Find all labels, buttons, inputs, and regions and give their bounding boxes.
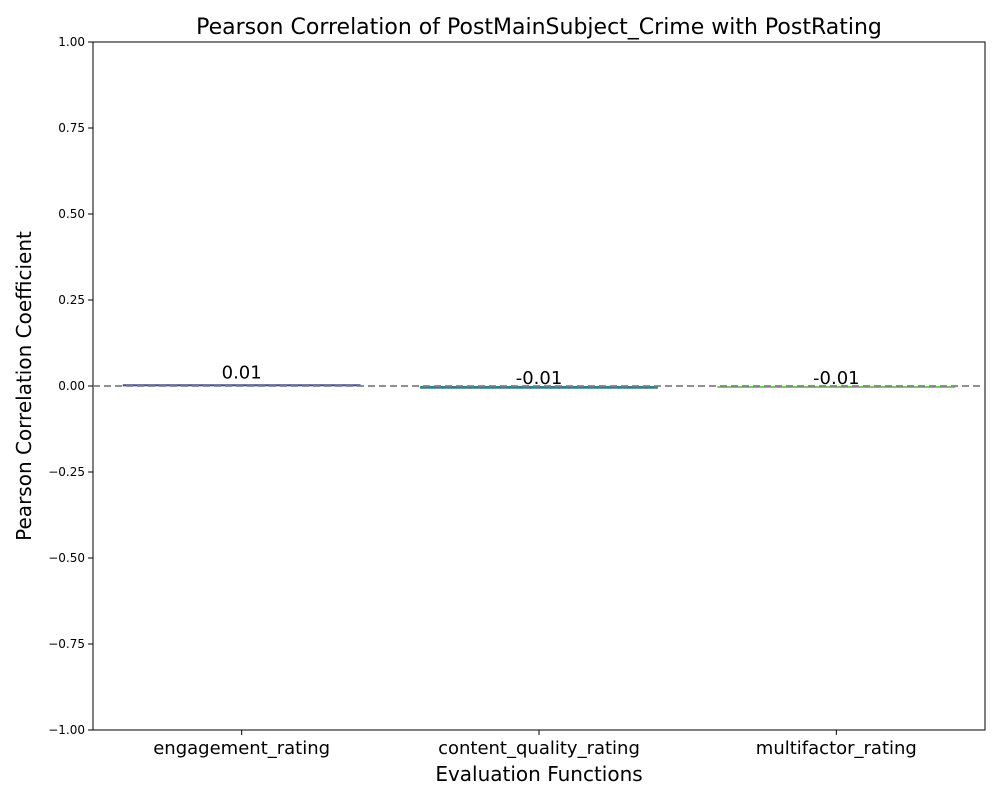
y-axis-label: Pearson Correlation Coefficient <box>12 231 36 541</box>
x-tick-label: content_quality_rating <box>438 738 640 759</box>
bar-content-quality-rating <box>420 386 658 389</box>
x-tick-label: multifactor_rating <box>756 738 917 759</box>
x-tick-label: engagement_rating <box>153 738 330 759</box>
y-tick-label: 0.25 <box>58 293 85 307</box>
y-tick-label: −0.50 <box>48 551 85 565</box>
y-tick-label: 0.50 <box>58 207 85 221</box>
data-label: 0.01 <box>222 362 262 383</box>
y-tick-label: 0.00 <box>58 379 85 393</box>
y-tick-label: −0.75 <box>48 637 85 651</box>
data-label: -0.01 <box>516 368 563 389</box>
chart-title: Pearson Correlation of PostMainSubject_C… <box>196 15 882 40</box>
x-axis-label: Evaluation Functions <box>435 762 642 786</box>
bar-multifactor-rating <box>717 386 956 388</box>
y-tick-label: 1.00 <box>58 35 85 49</box>
plot-area: 1.00 0.75 0.50 0.25 0.00 −0.25 −0.50 −0.75 −1.00… <box>48 35 986 759</box>
data-label: -0.01 <box>813 368 860 389</box>
y-tick-label: −0.25 <box>48 465 85 479</box>
y-tick-label: −1.00 <box>48 723 85 737</box>
y-tick-label: 0.75 <box>58 121 85 135</box>
